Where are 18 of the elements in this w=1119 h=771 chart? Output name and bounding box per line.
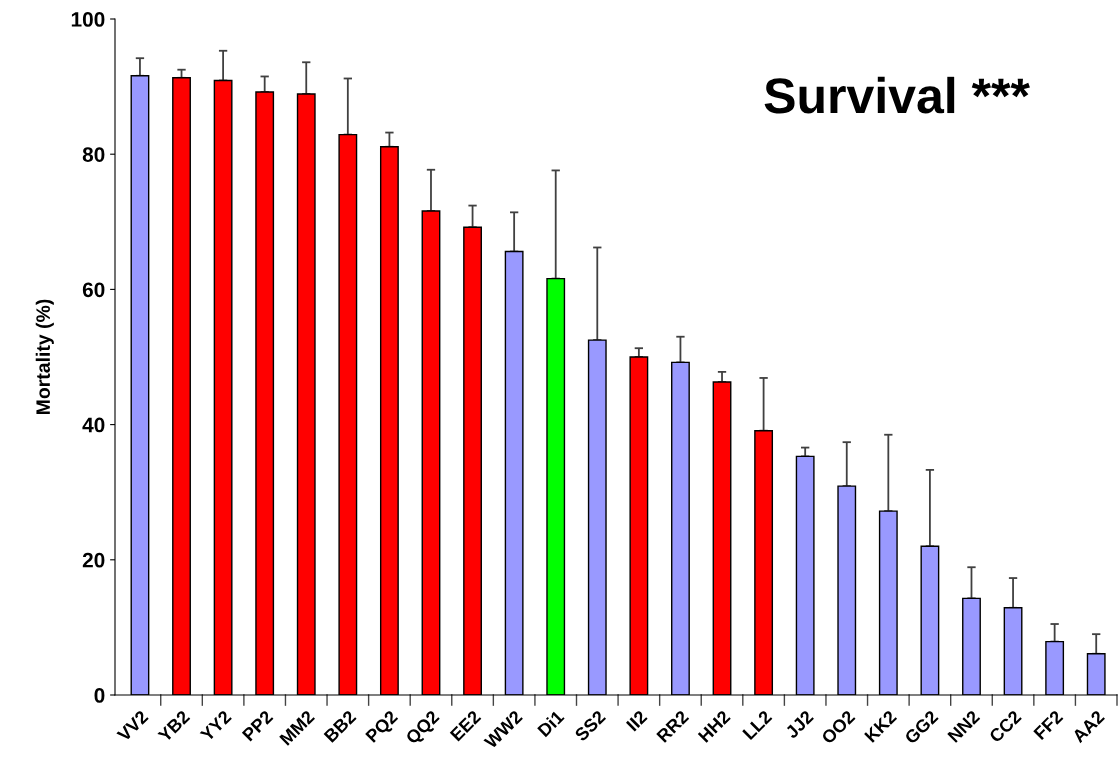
y-tick-label: 80 <box>82 147 105 162</box>
x-tick-label: CC2 <box>988 709 1022 744</box>
x-tick-label: FF2 <box>1033 709 1064 740</box>
y-tick-label: 0 <box>94 688 105 703</box>
text: Survival *** <box>764 76 1030 114</box>
x-tick-label: LL2 <box>742 709 773 740</box>
y-tick-label: 100 <box>71 12 105 27</box>
y-tick-label: 20 <box>82 552 105 568</box>
y-tick-label: 40 <box>82 417 105 433</box>
x-tick-label: YB2 <box>157 709 191 743</box>
x-tick-label: JJ2 <box>784 709 815 740</box>
x-tick-label: Di1 <box>536 709 565 738</box>
x-tick-label: YY2 <box>199 709 232 743</box>
y-tick-label: 60 <box>82 282 105 298</box>
x-tick-label: II2 <box>625 709 648 732</box>
x-tick-label: SS2 <box>573 709 607 743</box>
x-tick-label: VV2 <box>116 709 149 743</box>
y-axis-title: Mortality (%) <box>35 299 54 415</box>
